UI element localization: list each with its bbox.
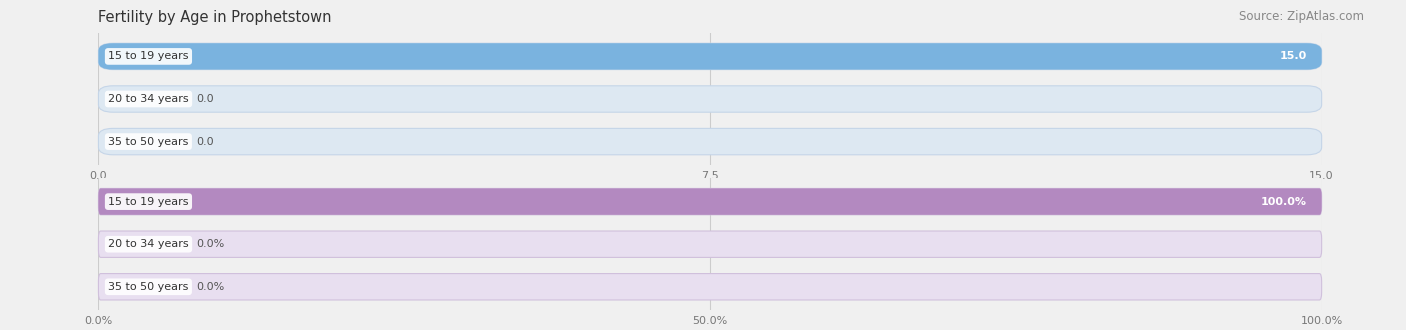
FancyBboxPatch shape — [98, 231, 1322, 257]
Text: 0.0: 0.0 — [197, 94, 214, 104]
Text: 35 to 50 years: 35 to 50 years — [108, 137, 188, 147]
Text: 20 to 34 years: 20 to 34 years — [108, 239, 188, 249]
Text: 100.0%: 100.0% — [1261, 197, 1308, 207]
Text: 0.0: 0.0 — [197, 137, 214, 147]
Text: Source: ZipAtlas.com: Source: ZipAtlas.com — [1239, 10, 1364, 23]
Text: 15 to 19 years: 15 to 19 years — [108, 197, 188, 207]
Text: 0.0%: 0.0% — [197, 282, 225, 292]
FancyBboxPatch shape — [98, 188, 1322, 215]
FancyBboxPatch shape — [98, 43, 1322, 70]
Text: 15.0: 15.0 — [1279, 51, 1308, 61]
Text: 0.0%: 0.0% — [197, 239, 225, 249]
Text: 35 to 50 years: 35 to 50 years — [108, 282, 188, 292]
FancyBboxPatch shape — [98, 188, 1322, 215]
FancyBboxPatch shape — [98, 43, 1322, 70]
Text: Fertility by Age in Prophetstown: Fertility by Age in Prophetstown — [98, 10, 332, 25]
Text: 15 to 19 years: 15 to 19 years — [108, 51, 188, 61]
Text: 20 to 34 years: 20 to 34 years — [108, 94, 188, 104]
FancyBboxPatch shape — [98, 274, 1322, 300]
FancyBboxPatch shape — [98, 128, 1322, 155]
FancyBboxPatch shape — [98, 86, 1322, 112]
